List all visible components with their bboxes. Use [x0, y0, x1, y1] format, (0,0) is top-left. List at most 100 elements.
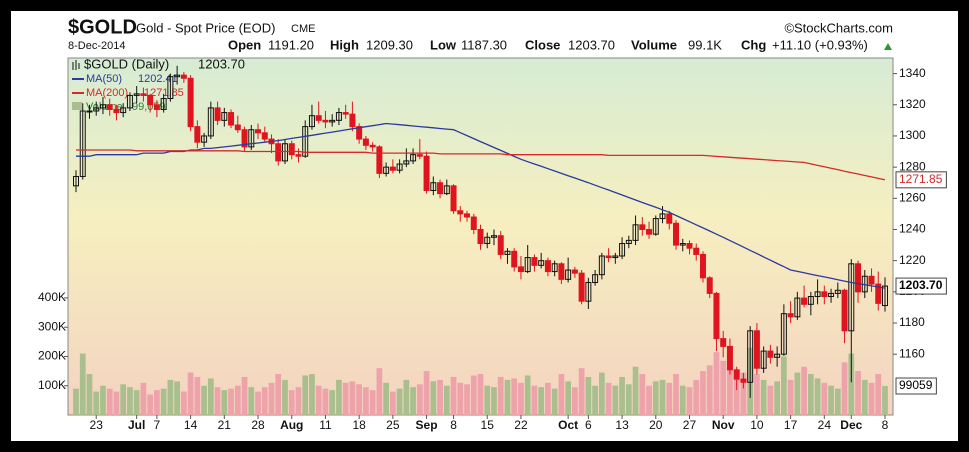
volume-bar — [801, 366, 807, 415]
volume-bar — [686, 387, 693, 415]
volume-bar — [160, 388, 167, 415]
candle-body — [855, 263, 862, 293]
candle-body — [625, 239, 632, 245]
candle-body — [848, 263, 855, 332]
candle-body — [814, 291, 821, 298]
candle-body — [147, 94, 154, 106]
volume-bar — [673, 374, 679, 415]
volume-bar — [861, 379, 868, 415]
source: ©StockCharts.com — [784, 20, 893, 35]
candle-body — [201, 135, 208, 143]
candle-body — [780, 313, 787, 355]
value-box-label: 99059 — [899, 378, 933, 392]
volume-bar — [578, 368, 585, 415]
volume-bar — [268, 382, 275, 415]
candle-body — [443, 185, 450, 195]
volume-bar — [133, 390, 140, 415]
candle-body — [342, 112, 349, 115]
volume-bar — [545, 382, 551, 415]
candle-body — [787, 313, 794, 318]
candle-body — [538, 260, 545, 266]
candle-body — [416, 154, 423, 157]
volume-bar — [518, 382, 524, 415]
candle-body — [828, 292, 835, 298]
candle-body — [760, 350, 767, 369]
legend-value: 1202.41 — [138, 73, 178, 85]
candle-body — [437, 182, 444, 195]
volume-bar — [700, 371, 706, 415]
legend-label: MA(200) — [86, 87, 128, 99]
candle-body — [733, 369, 740, 380]
volume-bar — [828, 385, 834, 415]
volume-bar — [437, 379, 443, 415]
candle-body — [753, 330, 760, 369]
candle-body — [248, 129, 255, 148]
x-tick-label: 20 — [649, 418, 663, 432]
volume-bar — [154, 390, 160, 415]
legend-value: 1203.70 — [198, 56, 245, 71]
candle-body — [726, 345, 733, 371]
volume-bar — [612, 385, 619, 415]
volume-bar — [228, 388, 234, 415]
volume-bar — [349, 381, 356, 415]
quote-value: 1209.30 — [366, 37, 413, 52]
candle-body — [801, 297, 808, 305]
volume-bar — [322, 388, 329, 415]
candle-body — [383, 166, 390, 174]
volume-bar — [194, 376, 201, 415]
legend-label: MA(50) — [86, 73, 122, 85]
candle-body — [403, 160, 410, 165]
x-tick-label: 10 — [750, 418, 764, 432]
candle-body — [578, 272, 585, 302]
candle-body — [120, 107, 127, 114]
volume-bar — [713, 352, 720, 415]
candle-body — [619, 243, 626, 257]
volume-bar — [255, 391, 261, 415]
candle-body — [571, 269, 578, 274]
x-tick-label: 8 — [450, 418, 457, 432]
volume-bar — [174, 381, 180, 415]
volume-bar — [619, 376, 625, 415]
x-tick-label: Dec — [840, 418, 862, 432]
volume-bar — [855, 371, 861, 415]
y-tick-label: 1280 — [899, 159, 926, 173]
candle-body — [180, 74, 187, 79]
subtitle: Gold - Spot Price (EOD) — [136, 20, 275, 35]
candle-body — [511, 250, 518, 268]
candle-body — [457, 210, 464, 215]
volume-bar — [814, 378, 821, 415]
volume-bar — [558, 374, 565, 415]
candle-body — [531, 257, 538, 266]
volume-bar — [309, 374, 315, 415]
volume-bar — [868, 382, 875, 415]
volume-bar — [470, 375, 477, 415]
candle-body — [410, 154, 417, 162]
candle-body — [686, 243, 693, 249]
volume-bar — [807, 374, 814, 415]
volume-bar — [572, 387, 578, 415]
volume-bar — [754, 374, 760, 415]
x-tick-label: 25 — [386, 418, 400, 432]
volume-bar — [464, 384, 470, 415]
candle-body — [349, 113, 356, 128]
x-tick-label: 14 — [184, 418, 198, 432]
candle-body — [228, 112, 235, 126]
volume-bar — [275, 374, 282, 415]
candle-body — [288, 143, 295, 156]
volume-bar — [538, 387, 545, 415]
candle-body — [369, 144, 376, 148]
x-tick-label: Oct — [558, 418, 578, 432]
candle-body — [794, 297, 801, 318]
volume-tick-label: 100K — [38, 378, 66, 392]
volume-bar — [180, 391, 187, 415]
legend-swatch — [72, 102, 82, 110]
quote-label: Open — [228, 37, 261, 52]
volume-bar — [821, 382, 828, 415]
volume-bar — [342, 382, 349, 415]
x-tick-label: 11 — [319, 418, 332, 432]
candle-body — [524, 257, 531, 273]
volume-bar — [882, 386, 888, 415]
candle-body — [275, 143, 282, 162]
volume-bar — [598, 372, 605, 415]
